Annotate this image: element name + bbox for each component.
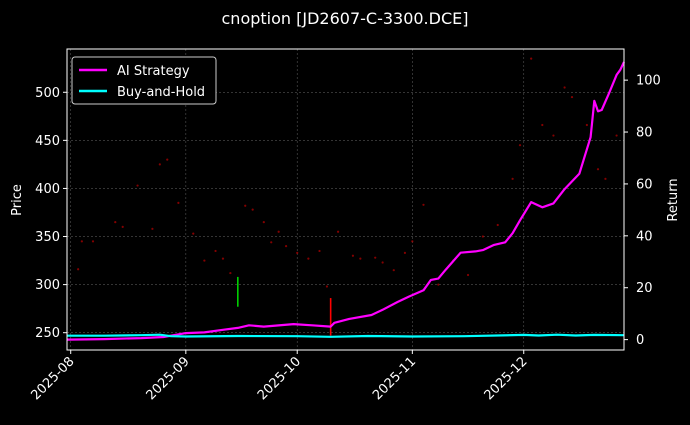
price-point <box>166 158 169 161</box>
price-point <box>541 123 544 127</box>
price-point <box>277 230 280 233</box>
price-point <box>585 123 588 127</box>
price-point <box>381 261 384 264</box>
price-point <box>251 208 254 211</box>
price-point <box>466 273 470 277</box>
legend: AI Strategy Buy-and-Hold <box>71 56 217 105</box>
price-point <box>221 257 225 260</box>
price-point <box>80 240 83 243</box>
price-point <box>136 184 139 187</box>
price-point <box>604 177 607 180</box>
price-point <box>511 177 514 180</box>
price-point <box>262 220 265 224</box>
plot-frame <box>66 48 625 351</box>
y-axis-label: Price <box>10 184 25 216</box>
price-point <box>403 251 407 254</box>
y2-axis-label: Return <box>666 178 681 221</box>
y2-tick-label: 20 <box>636 281 653 296</box>
y-tick-label: 350 <box>35 230 60 245</box>
price-point <box>336 230 340 233</box>
series-layer <box>66 61 625 341</box>
y2-tick-label: 0 <box>636 333 644 348</box>
price-point <box>351 254 355 257</box>
price-points-layer <box>77 57 618 288</box>
price-point <box>422 203 425 206</box>
y-tick-label: 250 <box>35 326 60 341</box>
price-point <box>411 240 414 243</box>
y-tick-label: 500 <box>35 86 60 101</box>
y-tick-label: 300 <box>35 278 60 293</box>
price-point <box>359 257 362 260</box>
price-point <box>596 168 600 171</box>
y-tick-label: 400 <box>35 182 60 197</box>
price-point <box>91 240 95 243</box>
price-point <box>214 249 217 253</box>
price-point <box>151 227 154 230</box>
price-point <box>496 223 499 227</box>
price-point <box>203 259 206 262</box>
price-point <box>284 245 288 248</box>
price-point <box>296 251 299 254</box>
price-point <box>270 241 273 244</box>
buy-and-hold-line <box>67 333 625 338</box>
y2-tick-label: 80 <box>636 126 653 141</box>
price-point <box>570 95 574 99</box>
chart-title: cnoption [JD2607-C-3300.DCE] <box>222 9 469 28</box>
price-point <box>77 268 80 271</box>
legend-buy-and-hold-label: Buy-and-Hold <box>117 85 205 100</box>
price-point <box>244 204 247 207</box>
price-point <box>552 134 555 137</box>
price-point <box>114 220 117 224</box>
price-point <box>307 257 310 260</box>
price-point <box>318 249 321 253</box>
y-tick-label: 450 <box>35 134 60 149</box>
price-point <box>325 285 329 288</box>
signal-layer <box>237 276 332 336</box>
legend-ai-strategy-label: AI Strategy <box>117 64 190 79</box>
y2-tick-label: 40 <box>636 229 653 244</box>
y2-tick-label: 60 <box>636 177 653 192</box>
y2-tick-label: 100 <box>636 74 661 89</box>
price-point <box>158 163 161 166</box>
price-point <box>530 57 533 60</box>
legend-box <box>71 56 217 105</box>
price-point <box>121 225 124 229</box>
price-point <box>374 256 377 259</box>
price-point <box>229 271 232 275</box>
price-point <box>481 235 484 238</box>
price-point <box>518 144 522 147</box>
price-point <box>437 283 440 286</box>
price-point <box>615 134 618 137</box>
price-point <box>392 269 395 272</box>
price-point <box>177 201 180 204</box>
price-point <box>563 86 566 89</box>
ai-strategy-line <box>66 61 625 341</box>
price-point <box>192 232 195 235</box>
